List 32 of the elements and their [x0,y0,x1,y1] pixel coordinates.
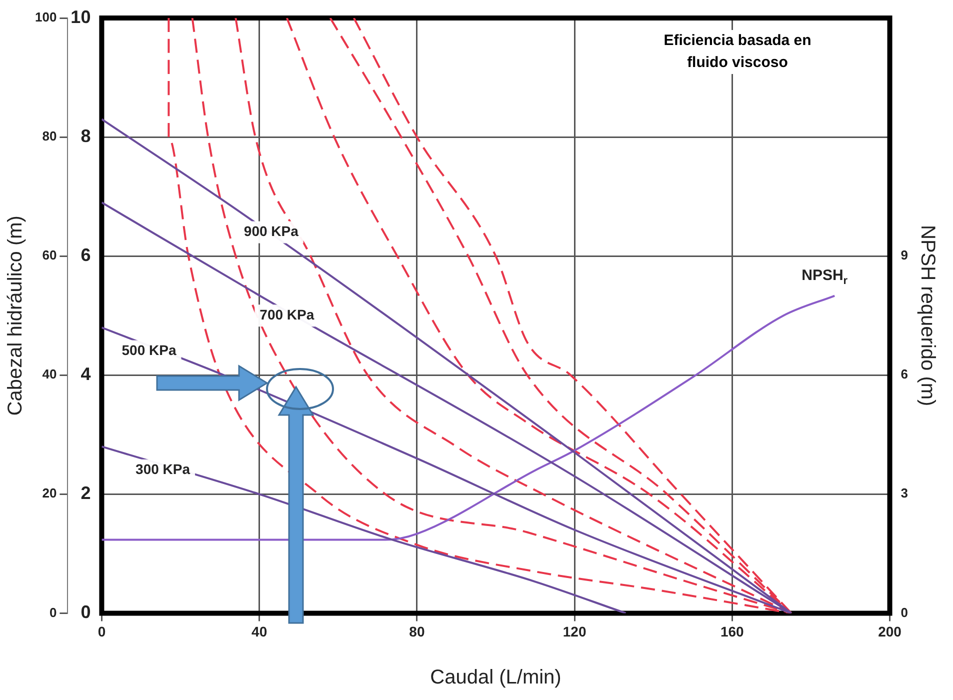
y3-axis-title: NPSH requerido (m) [916,225,938,406]
y-tick-label: 20 [42,486,57,501]
y-tick-label: 60 [42,248,57,263]
annotation: 700 KPa [260,306,314,322]
y3-tick-label: 6 [900,366,908,382]
y3-tick-label: 0 [900,604,908,620]
y2-tick-label: 8 [80,126,91,146]
x-tick-label: 40 [252,623,268,640]
y2-tick-label: 0 [80,602,91,622]
x-tick-label: 80 [409,623,425,640]
line-series [102,294,836,541]
y3-tick-label: 3 [900,486,908,501]
annotation: 900 KPa [244,223,299,240]
annotation: 500 KPa [122,342,176,358]
annotation: Eficiencia basada en fluido viscoso [645,30,830,74]
x-tick-label: 200 [878,623,902,640]
y2-tick-label: 10 [70,6,91,27]
x-tick-label: 120 [562,623,586,640]
y-tick-label: 80 [42,128,57,144]
y2-tick-label: 4 [80,364,91,384]
x-tick-label: 160 [720,623,744,640]
y-tick-label: 40 [42,366,57,382]
y2-tick-label: 2 [80,483,91,504]
line-series [102,446,627,614]
x-tick-label: 0 [98,623,106,640]
x-axis-title: Caudal (L/min) [430,666,562,689]
y3-tick-label: 9 [900,248,908,263]
y-tick-label: 0 [49,604,57,620]
y-tick-label: 100 [34,10,57,25]
annotation: 300 KPa [136,461,190,478]
y2-tick-label: 6 [80,245,91,266]
y-axis-title: Cabezal hidráulico (m) [4,216,27,416]
